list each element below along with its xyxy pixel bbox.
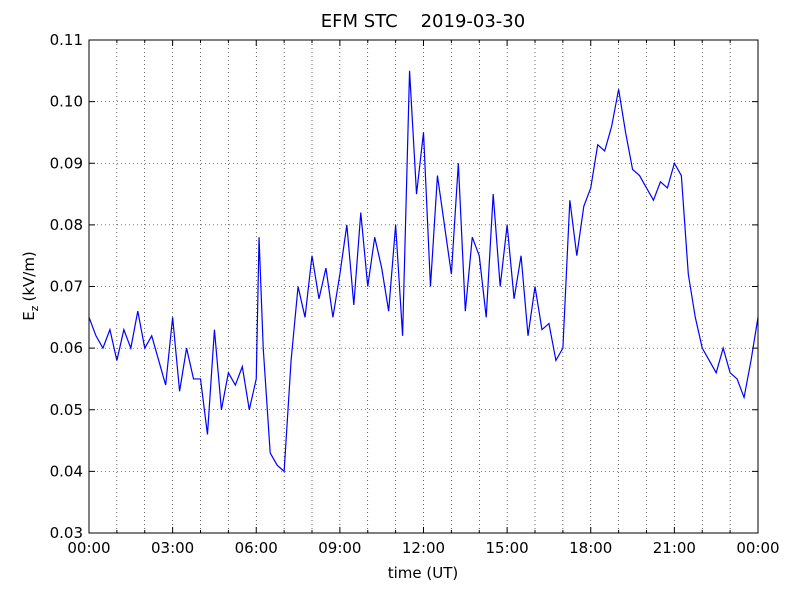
y-label-unit: (kV/m) xyxy=(20,251,38,301)
x-tick-label: 06:00 xyxy=(235,539,278,557)
x-axis-label: time (UT) xyxy=(388,564,459,582)
y-axis-label: Ez (kV/m) xyxy=(20,251,41,321)
x-tick-label: 00:00 xyxy=(736,539,779,557)
x-tick-label: 03:00 xyxy=(151,539,194,557)
y-tick-label: 0.05 xyxy=(50,401,83,419)
x-tick-label: 21:00 xyxy=(653,539,696,557)
y-tick-label: 0.07 xyxy=(50,278,83,296)
chart-title: EFM STC 2019-03-30 xyxy=(321,11,525,32)
x-tick-label: 12:00 xyxy=(402,539,445,557)
y-tick-label: 0.06 xyxy=(50,339,83,357)
y-label-base: E xyxy=(20,311,38,320)
y-tick-label: 0.10 xyxy=(50,93,83,111)
y-tick-label: 0.08 xyxy=(50,216,83,234)
x-tick-label: 18:00 xyxy=(569,539,612,557)
x-tick-label: 00:00 xyxy=(67,539,110,557)
y-tick-label: 0.11 xyxy=(50,31,83,49)
x-tick-label: 09:00 xyxy=(318,539,361,557)
data-line xyxy=(88,70,759,473)
x-tick-label: 15:00 xyxy=(486,539,529,557)
y-tick-label: 0.04 xyxy=(50,462,83,480)
y-label-sub: z xyxy=(28,305,41,311)
y-tick-label: 0.09 xyxy=(50,154,83,172)
plot-frame xyxy=(88,39,759,534)
y-tick-label: 0.03 xyxy=(50,524,83,542)
